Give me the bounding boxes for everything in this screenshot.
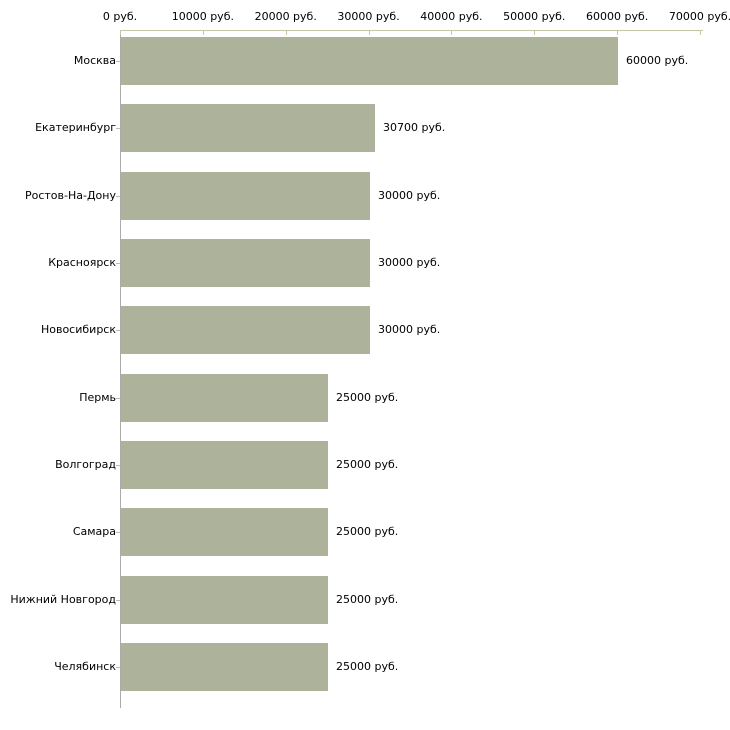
bar — [121, 37, 618, 85]
y-tick-mark — [116, 330, 120, 331]
category-label: Самара — [72, 525, 116, 538]
x-tick-mark — [368, 30, 370, 35]
x-tick-mark — [617, 30, 619, 35]
category-label: Красноярск — [48, 256, 116, 269]
x-tick-mark — [534, 30, 536, 35]
bar — [121, 104, 375, 152]
category-label: Екатеринбург — [35, 121, 116, 134]
category-label: Волгоград — [55, 458, 116, 471]
value-label: 60000 руб. — [626, 54, 689, 67]
y-tick-mark — [116, 465, 120, 466]
bar — [121, 643, 328, 691]
x-tick-label: 30000 руб. — [337, 10, 400, 23]
x-tick-label: 20000 руб. — [254, 10, 317, 23]
value-label: 25000 руб. — [336, 458, 399, 471]
bar — [121, 172, 370, 220]
x-tick-mark — [120, 30, 121, 35]
y-tick-mark — [116, 600, 120, 601]
x-axis-line — [120, 30, 703, 31]
x-tick-label: 60000 руб. — [586, 10, 649, 23]
y-tick-mark — [116, 128, 120, 129]
x-tick-mark — [451, 30, 453, 35]
bar — [121, 374, 328, 422]
value-label: 25000 руб. — [336, 593, 399, 606]
value-label: 30000 руб. — [378, 256, 441, 269]
x-tick-mark — [202, 30, 204, 35]
x-tick-label: 10000 руб. — [171, 10, 234, 23]
category-label: Пермь — [79, 391, 116, 404]
bar — [121, 508, 328, 556]
value-label: 25000 руб. — [336, 391, 399, 404]
y-tick-mark — [116, 196, 120, 197]
value-label: 25000 руб. — [336, 525, 399, 538]
bar — [121, 306, 370, 354]
value-label: 30700 руб. — [383, 121, 446, 134]
x-tick-label: 70000 руб. — [668, 10, 730, 23]
bar — [121, 239, 370, 287]
bar — [121, 576, 328, 624]
x-tick-mark — [700, 30, 701, 35]
category-label: Нижний Новгород — [10, 593, 116, 606]
x-tick-mark — [285, 30, 287, 35]
category-label: Челябинск — [54, 660, 116, 673]
bar — [121, 441, 328, 489]
x-tick-label: 0 руб. — [102, 10, 138, 23]
category-label: Москва — [73, 54, 116, 67]
x-tick-label: 40000 руб. — [420, 10, 483, 23]
category-label: Новосибирск — [40, 323, 116, 336]
category-label: Ростов-На-Дону — [24, 189, 116, 202]
y-tick-mark — [116, 263, 120, 264]
y-tick-mark — [116, 61, 120, 62]
value-label: 25000 руб. — [336, 660, 399, 673]
value-label: 30000 руб. — [378, 189, 441, 202]
x-tick-label: 50000 руб. — [503, 10, 566, 23]
y-tick-mark — [116, 667, 120, 668]
y-tick-mark — [116, 398, 120, 399]
y-tick-mark — [116, 532, 120, 533]
value-label: 30000 руб. — [378, 323, 441, 336]
y-axis-line — [120, 30, 121, 708]
